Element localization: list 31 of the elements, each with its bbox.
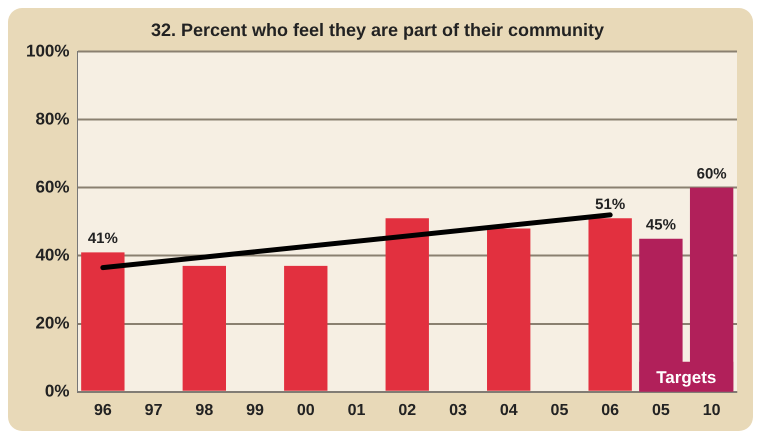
y-tick-label: 80%: [35, 109, 70, 128]
bar: [284, 266, 328, 391]
bar: [386, 218, 429, 391]
x-tick-label: 01: [348, 402, 366, 419]
x-tick-label: 06: [601, 402, 620, 419]
x-tick-label: 02: [398, 402, 416, 419]
x-tick-label: 04: [500, 402, 518, 419]
x-tick-label: 05: [550, 402, 568, 419]
y-tick-label: 40%: [35, 245, 70, 264]
x-tick-label: 05: [652, 402, 670, 419]
y-tick-label: 0%: [44, 381, 70, 400]
x-tick-label: 00: [296, 402, 315, 419]
x-tick-label: 99: [246, 402, 264, 419]
data-label: 60%: [696, 165, 727, 182]
x-tick-label: 98: [195, 402, 214, 419]
bar: [182, 266, 226, 391]
y-tick-label: 20%: [35, 313, 70, 332]
x-tick-label: 96: [94, 402, 112, 419]
data-label: 41%: [88, 230, 118, 247]
bar: [487, 228, 530, 391]
x-tick-label: 97: [144, 402, 163, 419]
x-tick-label: 03: [449, 402, 467, 419]
data-label: 51%: [595, 196, 626, 213]
bar: [588, 218, 632, 391]
bar: [81, 252, 125, 391]
y-tick-label: 100%: [26, 41, 70, 60]
x-tick-label: 10: [702, 402, 721, 419]
series-label: Targets: [656, 368, 716, 387]
chart-title: 32. Percent who feel they are part of their community: [150, 20, 604, 40]
data-label: 45%: [646, 216, 676, 234]
y-tick-label: 60%: [35, 177, 70, 196]
